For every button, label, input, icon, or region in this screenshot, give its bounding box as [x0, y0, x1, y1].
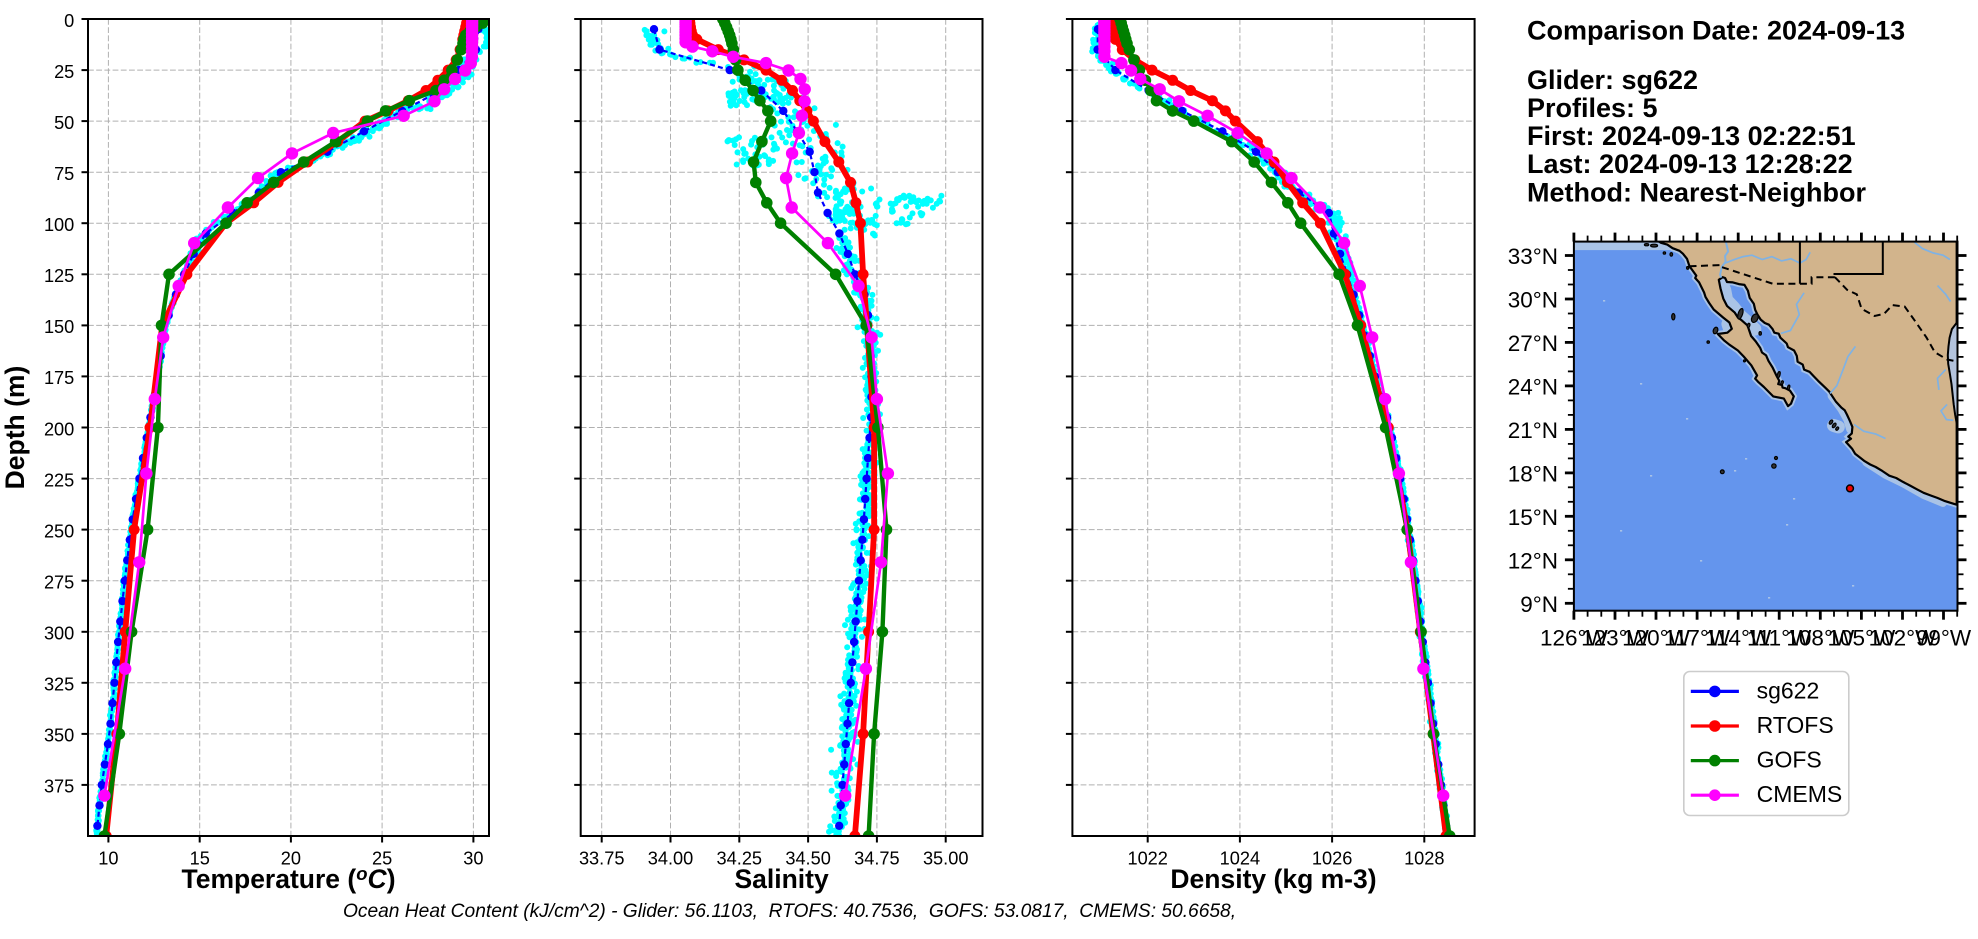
svg-text:Last: 2024-09-13 12:28:22: Last: 2024-09-13 12:28:22: [1527, 149, 1853, 179]
svg-text:150: 150: [44, 317, 74, 337]
svg-text:117°W: 117°W: [1664, 626, 1731, 651]
svg-text:25: 25: [372, 848, 392, 868]
svg-text:Glider: sg622: Glider: sg622: [1527, 65, 1698, 95]
svg-text:Method: Nearest-Neighbor: Method: Nearest-Neighbor: [1527, 177, 1867, 207]
svg-text:25: 25: [54, 62, 74, 82]
svg-text:105°W: 105°W: [1828, 626, 1897, 651]
svg-text:RTOFS: RTOFS: [1757, 712, 1834, 738]
svg-text:18°N: 18°N: [1508, 462, 1558, 487]
svg-text:114°W: 114°W: [1705, 626, 1772, 651]
svg-text:350: 350: [44, 726, 74, 746]
svg-text:Profiles: 5: Profiles: 5: [1527, 93, 1658, 123]
svg-text:275: 275: [44, 573, 74, 593]
svg-text:126°W: 126°W: [1540, 626, 1609, 651]
svg-text:30: 30: [463, 848, 483, 868]
svg-text:Ocean Heat Content (kJ/cm^2) -: Ocean Heat Content (kJ/cm^2) - Glider: 5…: [343, 901, 1236, 922]
svg-text:1024: 1024: [1220, 848, 1260, 868]
svg-text:250: 250: [44, 521, 74, 541]
svg-text:300: 300: [44, 624, 74, 644]
svg-text:50: 50: [54, 113, 74, 133]
svg-text:125: 125: [44, 266, 74, 286]
svg-text:34.00: 34.00: [648, 848, 694, 868]
svg-text:34.25: 34.25: [717, 848, 763, 868]
svg-text:34.50: 34.50: [785, 848, 831, 868]
svg-text:102°W: 102°W: [1869, 626, 1938, 651]
svg-text:111°W: 111°W: [1747, 626, 1812, 651]
svg-text:First: 2024-09-13 02:22:51: First: 2024-09-13 02:22:51: [1527, 121, 1856, 151]
svg-text:21°N: 21°N: [1508, 418, 1558, 443]
svg-text:Density (kg m-3): Density (kg m-3): [1170, 864, 1376, 894]
svg-text:225: 225: [44, 470, 74, 490]
svg-text:108°W: 108°W: [1786, 626, 1855, 651]
svg-text:Temperature (oC): Temperature (oC): [181, 863, 395, 894]
svg-text:75: 75: [54, 164, 74, 184]
svg-text:34.75: 34.75: [854, 848, 900, 868]
svg-text:10: 10: [98, 848, 118, 868]
svg-text:Salinity: Salinity: [734, 864, 829, 894]
svg-text:1022: 1022: [1127, 848, 1167, 868]
svg-text:12°N: 12°N: [1508, 548, 1558, 573]
svg-text:375: 375: [44, 777, 74, 797]
svg-text:120°W: 120°W: [1622, 626, 1691, 651]
svg-text:15°N: 15°N: [1508, 505, 1558, 530]
svg-text:33.75: 33.75: [579, 848, 625, 868]
svg-text:33°N: 33°N: [1508, 244, 1558, 269]
svg-text:Depth (m): Depth (m): [0, 366, 30, 490]
svg-text:175: 175: [44, 368, 74, 388]
svg-text:1026: 1026: [1312, 848, 1352, 868]
svg-text:0: 0: [64, 11, 74, 31]
svg-text:27°N: 27°N: [1508, 331, 1558, 356]
svg-text:24°N: 24°N: [1508, 375, 1558, 400]
svg-text:30°N: 30°N: [1508, 288, 1558, 313]
svg-text:sg622: sg622: [1757, 677, 1820, 703]
svg-text:99°W: 99°W: [1916, 626, 1972, 651]
svg-text:20: 20: [281, 848, 301, 868]
svg-text:9°N: 9°N: [1520, 592, 1558, 617]
svg-text:200: 200: [44, 419, 74, 439]
svg-text:35.00: 35.00: [923, 848, 969, 868]
svg-text:Comparison Date: 2024-09-13: Comparison Date: 2024-09-13: [1527, 16, 1905, 46]
svg-text:123°W: 123°W: [1581, 626, 1650, 651]
svg-text:CMEMS: CMEMS: [1757, 781, 1843, 807]
svg-text:GOFS: GOFS: [1757, 747, 1822, 773]
svg-text:100: 100: [44, 215, 74, 235]
svg-text:325: 325: [44, 675, 74, 695]
svg-text:1028: 1028: [1404, 848, 1444, 868]
svg-text:15: 15: [190, 848, 210, 868]
